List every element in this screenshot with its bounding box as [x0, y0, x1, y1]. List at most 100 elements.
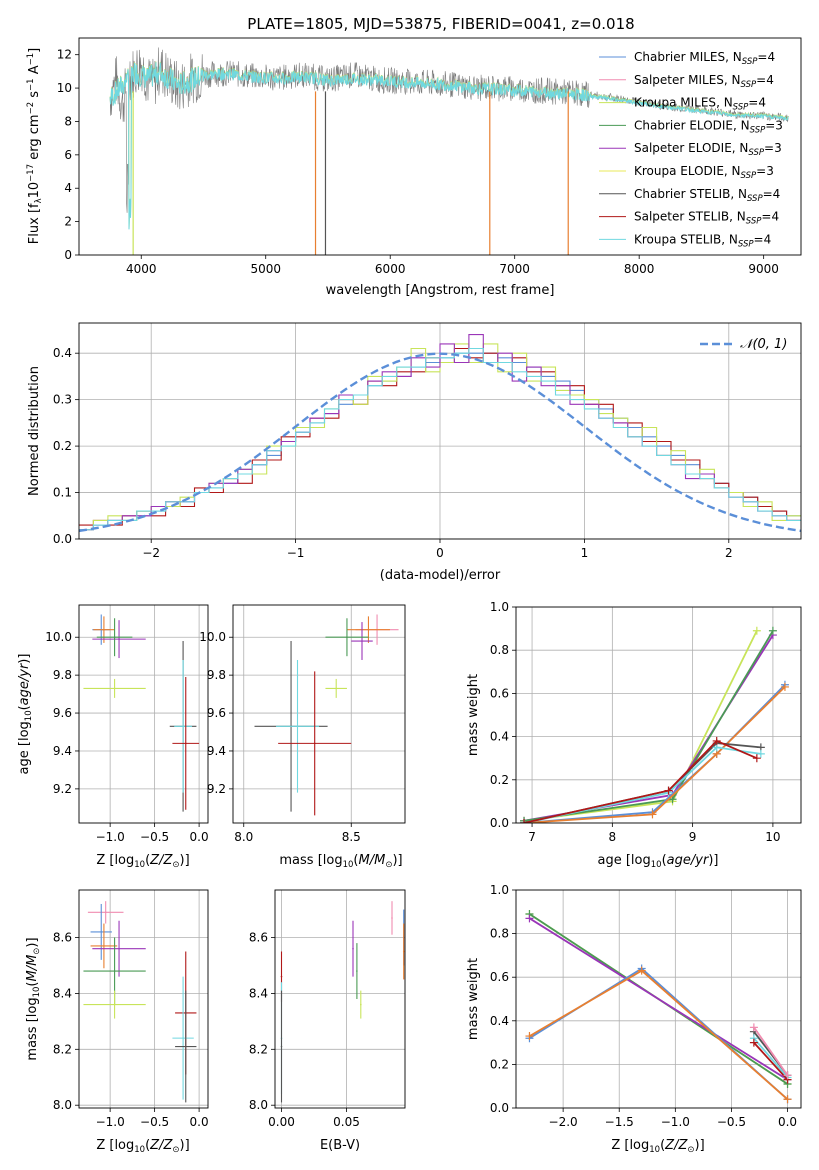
y-axis-label-part: −17	[26, 164, 36, 182]
x-tick-label: 0.0	[190, 1115, 209, 1129]
y-axis-label: Normed distribution	[27, 366, 42, 496]
x-tick-label: −1.0	[96, 1115, 125, 1129]
data-point	[335, 687, 338, 690]
panel-Z_vs_mass_weight: −2.0 −1.5 −1.0 −0.5 0.0 0.0 0.2 0.4 0.6 0.8 1.0	[490, 883, 802, 1129]
data-point	[113, 970, 116, 972]
y-tick-label: 8.0	[53, 1098, 72, 1112]
y-axis-label-part: (	[25, 981, 40, 986]
y-tick-label: 2	[64, 215, 72, 229]
y-tick-label: 12	[57, 48, 72, 62]
legend-n-eq: =	[754, 232, 764, 246]
x-axis-label: Z [log10(Z/Z⊙)]	[611, 1138, 704, 1155]
y-tick-label: 8.0	[249, 1098, 268, 1112]
y-tick-label: 9.4	[53, 744, 72, 758]
x-axis-label-part: Z [log	[96, 1138, 134, 1153]
legend-n-eq: =	[763, 187, 773, 201]
data-point	[346, 636, 348, 639]
y-tick-label: 1.0	[490, 600, 509, 614]
y-tick-label: 8.6	[53, 931, 72, 945]
x-tick-label: 8000	[624, 262, 655, 276]
x-axis-label-part: (	[145, 1138, 150, 1153]
y-axis-label-part: mass [log	[25, 997, 40, 1060]
x-axis-label-part: )]	[392, 853, 402, 868]
data-point-marker	[780, 682, 789, 691]
data-point-marker	[525, 1032, 534, 1041]
data-point	[182, 1037, 184, 1039]
legend-n-subscript: SSP	[742, 57, 758, 67]
model-spectrum	[109, 62, 789, 230]
series-line	[529, 969, 789, 1100]
data-point-marker	[712, 736, 721, 745]
x-tick-label: 0.0	[190, 830, 209, 844]
data-point-marker	[749, 1023, 758, 1032]
x-axis-label-part: Z/Z	[664, 1138, 688, 1153]
x-tick-label: 7000	[499, 262, 530, 276]
x-tick-label: −1.0	[96, 830, 125, 844]
y-axis-label-part: age/yr	[17, 662, 32, 705]
series-line	[753, 1041, 789, 1081]
x-axis-label-part: )]	[180, 1138, 190, 1153]
data-point	[118, 638, 120, 640]
data-point-marker	[752, 754, 761, 763]
x-axis-label-part: (	[145, 853, 150, 868]
x-tick-label: 8.5	[342, 830, 361, 844]
data-point-marker	[664, 786, 673, 795]
series-line	[523, 630, 774, 822]
data-point	[103, 945, 105, 947]
legend-entry: Kroupa ELODIE, NSSP=3	[634, 164, 774, 181]
data-point	[352, 947, 354, 950]
legend-n-subscript: SSP	[750, 125, 766, 135]
x-axis-label-part: mass [log	[279, 853, 342, 868]
series-line	[529, 917, 788, 1081]
y-tick-label: 8.4	[53, 986, 72, 1000]
legend-name: Salpeter MILES	[634, 73, 724, 87]
x-axis-label-part: (	[660, 1138, 665, 1153]
y-tick-label: 0	[64, 248, 72, 262]
x-axis-label: wavelength [Angstrom, rest frame]	[326, 283, 555, 298]
legend-n-value: 3	[766, 164, 774, 178]
axes-frame	[515, 889, 802, 1109]
x-tick-label: −0.5	[140, 1115, 169, 1129]
plot-area	[79, 890, 208, 1108]
x-axis-label-part: 10	[134, 1145, 145, 1155]
x-axis-label-part: )]	[180, 853, 190, 868]
data-point	[184, 1045, 187, 1048]
y-axis-label-part: erg cm	[27, 114, 42, 163]
x-tick-label: −0.5	[717, 1115, 746, 1129]
legend-n-value: 4	[758, 96, 766, 110]
y-axis-label-part: ⊙	[32, 948, 42, 955]
series-line	[523, 634, 774, 822]
data-point	[113, 687, 116, 690]
data-point	[118, 947, 120, 950]
y-tick-label: 0.0	[490, 816, 509, 830]
data-point-marker	[768, 626, 777, 635]
legend-n-label: , N	[733, 118, 750, 132]
y-tick-label: 9.8	[207, 668, 226, 682]
legend-n-eq: =	[748, 96, 758, 110]
data-point	[367, 628, 370, 631]
x-axis-label: E(B-V)	[320, 1138, 360, 1153]
x-axis-label-part: age/yr	[667, 853, 710, 868]
legend-n-subscript: SSP	[733, 103, 749, 113]
x-tick-label: −1.5	[605, 1115, 634, 1129]
y-tick-label: 8.4	[249, 986, 268, 1000]
y-axis-label-part: s	[27, 91, 42, 102]
y-tick-label: 0.2	[490, 773, 509, 787]
normal-curve	[79, 352, 801, 533]
data-point-marker	[749, 1038, 758, 1047]
data-point	[361, 640, 363, 642]
y-axis-label-part: 10	[27, 182, 42, 199]
y-tick-label: 0.8	[490, 643, 509, 657]
legend-n-subscript: SSP	[747, 194, 763, 204]
y-axis-label-part: −1	[26, 78, 36, 91]
legend-name: Kroupa ELODIE	[634, 164, 724, 178]
x-axis-label-part: ⊙	[172, 1145, 179, 1155]
legend-n-label: , N	[721, 232, 738, 246]
y-axis-label-part: 10	[24, 710, 34, 721]
x-tick-label: 0.00	[268, 1115, 295, 1129]
legend-n-value: 3	[775, 118, 783, 132]
y-axis-label-part: )]	[25, 937, 40, 947]
y-tick-label: 0.3	[53, 393, 72, 407]
legend-n-label: , N	[729, 210, 746, 224]
y-axis-label: mass weight	[466, 958, 481, 1040]
